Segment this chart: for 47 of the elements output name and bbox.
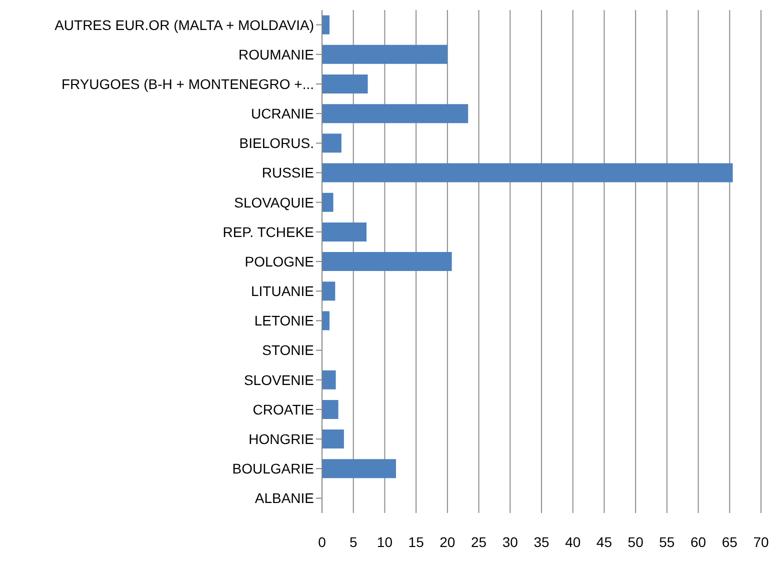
bar (322, 370, 336, 390)
y-tick-label: SLOVENIE (244, 372, 314, 388)
x-tick-label: 15 (408, 534, 424, 550)
bar (322, 282, 336, 301)
bar (322, 44, 448, 64)
y-tick-label: FRYUGOES (B-H + MONTENEGRO +... (61, 76, 314, 92)
x-tick-label: 45 (596, 534, 612, 550)
x-tick-label: 50 (628, 534, 644, 550)
y-tick-label: SLOVAQUIE (234, 194, 314, 210)
bar (322, 430, 344, 449)
y-tick-label: ROUMANIE (238, 46, 314, 62)
y-tick-label: AUTRES EUR.OR (MALTA + MOLDAVIA) (54, 16, 314, 33)
bar (322, 15, 330, 34)
bar (322, 252, 452, 272)
x-tick-label: 25 (470, 534, 487, 550)
bar (322, 104, 468, 124)
y-tick-label: UCRANIE (250, 106, 314, 122)
bar (322, 311, 330, 330)
y-tick-label: POLOGNE (244, 253, 314, 270)
y-tick-label: BIELORUS. (239, 135, 314, 152)
y-tick-label: STONIE (262, 342, 314, 358)
y-tick-label: BOULGARIE (232, 460, 314, 477)
x-tick-label: 60 (690, 534, 706, 550)
y-tick-label: LITUANIE (250, 283, 314, 300)
x-tick-label: 10 (376, 534, 393, 550)
bar (322, 400, 338, 419)
bar (322, 74, 368, 94)
x-tick-label: 55 (659, 534, 675, 550)
y-tick-label: ALBANIE (254, 490, 314, 506)
bar (322, 459, 396, 478)
x-tick-label: 40 (565, 534, 581, 550)
bar (322, 192, 334, 212)
x-tick-label: 30 (502, 534, 518, 550)
y-tick-label: CROATIE (252, 401, 314, 418)
y-tick-label: LETONIE (254, 312, 314, 329)
y-tick-label: REP. TCHEKE (222, 224, 314, 240)
x-tick-label: 35 (534, 534, 550, 550)
x-tick-label: 65 (722, 534, 738, 550)
bar (322, 222, 367, 242)
bar (322, 163, 733, 182)
x-tick-label: 70 (753, 534, 769, 550)
x-tick-label: 5 (349, 534, 358, 550)
y-tick-label: RUSSIE (262, 164, 314, 181)
y-tick-label: HONGRIE (248, 431, 314, 447)
x-tick-label: 20 (440, 534, 456, 550)
bar (322, 134, 342, 153)
x-tick-label: 0 (318, 534, 326, 550)
